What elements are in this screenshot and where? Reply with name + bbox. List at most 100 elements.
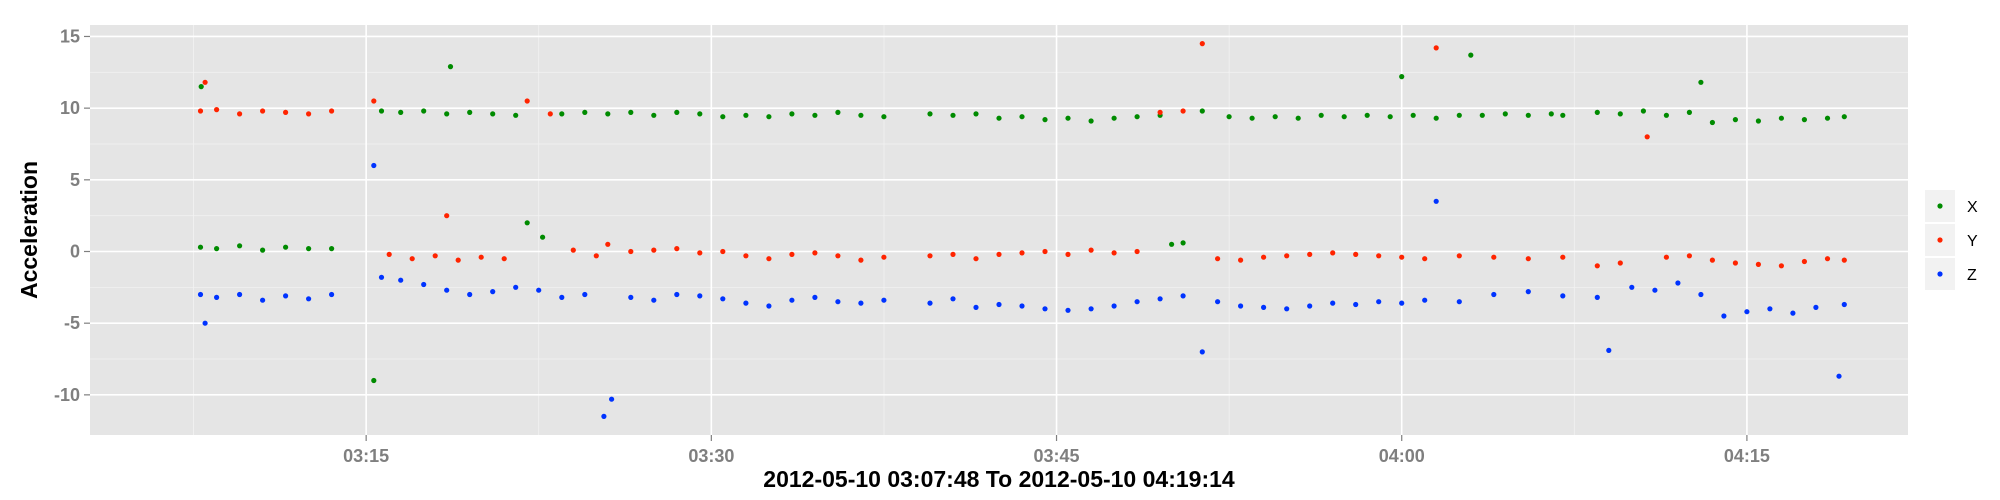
data-point [1226,114,1232,120]
data-point [766,256,772,262]
data-point [1180,240,1186,246]
data-point [444,213,450,219]
legend: XYZ [1925,190,1978,290]
data-point [651,112,657,118]
data-point [1640,108,1646,114]
data-point [1732,117,1738,123]
data-point [371,98,377,104]
data-point [1387,114,1393,120]
data-point [1019,303,1025,309]
y-tick-label: -10 [54,385,80,405]
data-point [973,111,979,117]
data-point [421,281,427,288]
data-point [973,256,979,262]
y-tick-label: 10 [60,98,80,118]
data-point [329,108,335,114]
data-point [371,377,377,384]
data-point [1560,254,1566,260]
data-point [306,296,312,302]
data-point [1617,111,1623,117]
data-point [386,251,392,257]
data-point [973,304,979,310]
data-point [1134,248,1140,255]
data-point [1663,254,1669,260]
data-point [1560,112,1566,118]
data-point [1456,299,1462,305]
data-point [1841,301,1847,308]
data-point [1111,115,1117,121]
data-point [1801,258,1807,265]
data-point [950,296,956,302]
data-point [1330,300,1336,306]
data-point [1594,109,1600,115]
data-point [1824,115,1831,121]
data-point [1353,301,1359,308]
data-point [1042,248,1048,255]
data-point [697,111,703,117]
data-point [1284,253,1290,259]
data-point [1491,291,1497,298]
data-point [950,251,956,257]
data-point [371,162,377,169]
data-point [1686,253,1692,259]
data-point [628,109,634,115]
data-point [1698,79,1704,85]
data-point [697,293,703,299]
major-gridlines [90,25,1908,435]
data-point [559,111,565,117]
data-point [197,108,204,114]
data-point [306,111,312,117]
data-point [927,111,933,117]
data-point [467,291,473,298]
x-tick-label: 04:15 [1724,446,1770,466]
data-point [1698,291,1704,298]
data-point [1180,293,1186,299]
data-point [789,111,795,117]
data-point [605,111,611,117]
data-point [593,253,599,259]
data-point [490,289,496,295]
data-point [766,114,772,120]
data-point [1199,41,1205,47]
data-points [197,41,1847,419]
data-point [1456,112,1462,118]
data-point [1065,307,1071,313]
data-point [467,109,473,115]
y-tick-label: 0 [70,242,80,262]
data-point [1675,280,1681,286]
data-point [1525,112,1531,118]
data-point [1479,112,1485,118]
data-point [1261,254,1267,260]
data-point [789,297,795,303]
legend-label-z: Z [1967,267,1977,284]
data-point [540,234,546,240]
data-point [1824,256,1831,262]
data-point [1199,349,1205,355]
data-point [651,297,657,303]
data-point [490,111,496,117]
data-point [1318,112,1324,118]
data-point [1606,347,1612,353]
data-point [1456,253,1462,259]
plot-panel [90,25,1908,435]
data-point [1215,299,1221,305]
data-point [835,299,841,305]
data-point [1744,309,1750,315]
x-tick-label: 03:45 [1034,446,1080,466]
data-point [1732,260,1738,266]
data-point [628,294,634,300]
data-point [1199,108,1205,114]
data-point [1157,109,1163,115]
x-tick-label: 03:30 [688,446,734,466]
data-point [455,257,461,263]
data-point [283,244,289,250]
data-point [1215,256,1221,262]
data-point [1353,251,1359,257]
data-point [881,297,887,303]
legend-swatch [1937,237,1943,243]
data-point [444,111,450,117]
data-point [1399,300,1405,306]
data-point [1376,253,1382,259]
data-point [605,241,611,247]
data-point [1422,297,1428,303]
